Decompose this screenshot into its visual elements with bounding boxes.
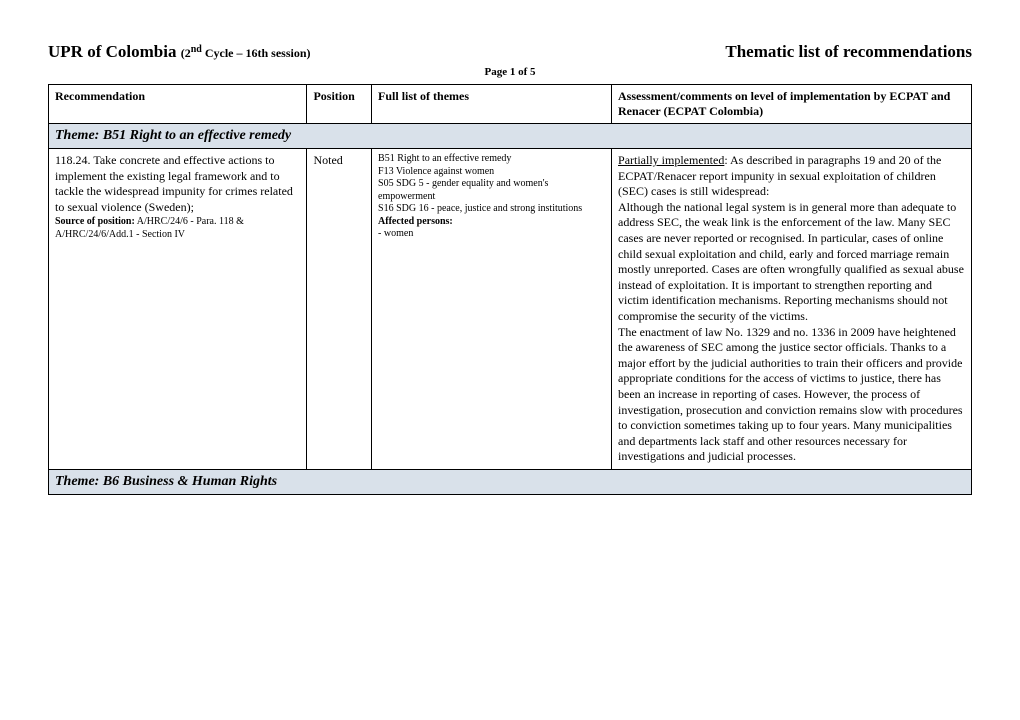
title-main: UPR of Colombia [48,42,176,61]
header-row: UPR of Colombia (2nd Cycle – 16th sessio… [48,42,972,62]
source-label: Source of position: [55,216,135,227]
position-cell: Noted [307,149,372,470]
title-sub: (2nd Cycle – 16th session) [181,46,311,60]
theme-row: Theme: B6 Business & Human Rights [49,469,972,494]
assessment-p3: The enactment of law No. 1329 and no. 13… [618,325,965,465]
title-left: UPR of Colombia (2nd Cycle – 16th sessio… [48,42,311,62]
assessment-p1: Partially implemented: As described in p… [618,153,965,200]
theme-title: Theme: B6 Business & Human Rights [49,469,972,494]
title-right: Thematic list of recommendations [725,42,972,62]
table-row: 118.24. Take concrete and effective acti… [49,149,972,470]
themes-cell: B51 Right to an effective remedy F13 Vio… [372,149,612,470]
col-header-position: Position [307,85,372,124]
assessment-cell: Partially implemented: As described in p… [612,149,972,470]
recommendation-text: 118.24. Take concrete and effective acti… [55,153,300,215]
assessment-status: Partially implemented [618,153,724,167]
recommendation-cell: 118.24. Take concrete and effective acti… [49,149,307,470]
recommendations-table: Recommendation Position Full list of the… [48,84,972,495]
col-header-assessment: Assessment/comments on level of implemen… [612,85,972,124]
theme-line: F13 Violence against women [378,166,605,179]
theme-line: B51 Right to an effective remedy [378,153,605,166]
table-header-row: Recommendation Position Full list of the… [49,85,972,124]
theme-line: S16 SDG 16 - peace, justice and strong i… [378,203,605,216]
affected-label: Affected persons: [378,216,605,229]
assessment-p2: Although the national legal system is in… [618,200,965,325]
col-header-themes: Full list of themes [372,85,612,124]
source-line: Source of position: A/HRC/24/6 - Para. 1… [55,215,300,241]
theme-title: Theme: B51 Right to an effective remedy [49,124,972,149]
col-header-recommendation: Recommendation [49,85,307,124]
affected-value: - women [378,228,605,241]
page-number: Page 1 of 5 [48,66,972,78]
theme-row: Theme: B51 Right to an effective remedy [49,124,972,149]
theme-line: S05 SDG 5 - gender equality and women's … [378,178,605,203]
